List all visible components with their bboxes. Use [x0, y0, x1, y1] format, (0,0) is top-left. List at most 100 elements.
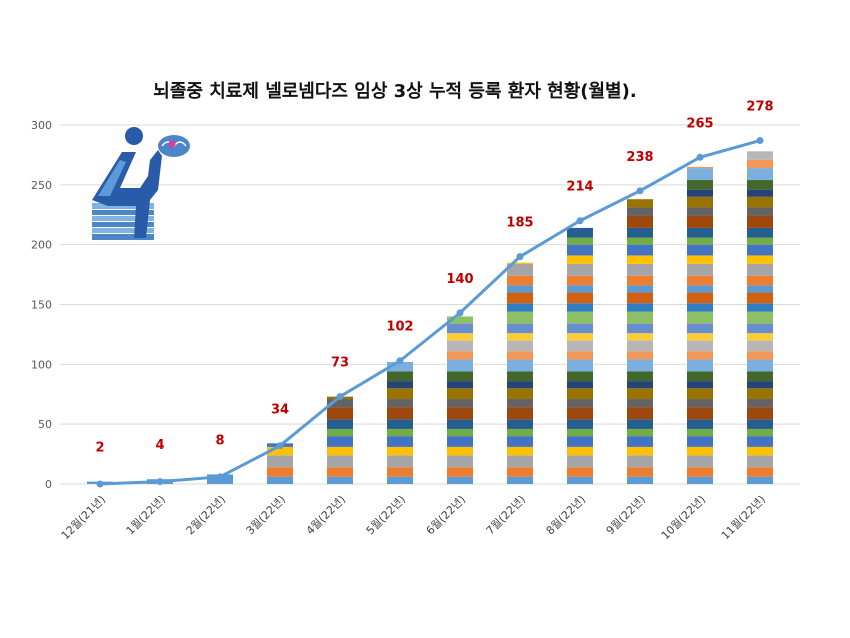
bar-segment [507, 311, 533, 324]
bar-segment [507, 467, 533, 477]
bar-segment [687, 189, 713, 197]
bar-segment [627, 407, 653, 420]
bar-segment [267, 476, 293, 484]
bar-segment [687, 407, 713, 420]
bar-segment [687, 476, 713, 484]
total-label: 140 [446, 272, 473, 287]
bar-segment [747, 244, 773, 256]
bar-segment [507, 292, 533, 304]
bar-segment [747, 340, 773, 352]
bar-segment [627, 227, 653, 238]
bar-segment [627, 285, 653, 293]
bar-segment [567, 381, 593, 389]
total-label: 185 [506, 216, 533, 231]
bar-segment [747, 168, 773, 181]
bar-segment [747, 407, 773, 420]
bar-segment [747, 237, 773, 245]
bar-segment [687, 467, 713, 477]
total-label: 278 [746, 100, 773, 115]
bar-segment [567, 263, 593, 276]
bar-segment [687, 166, 713, 169]
bar-segment [627, 215, 653, 228]
bar-segment [747, 371, 773, 382]
trend-point [336, 393, 344, 401]
total-label: 8 [215, 433, 224, 448]
x-tick-label: 6월(22년) [424, 493, 468, 537]
bar-segment [747, 215, 773, 228]
bar-segment [687, 303, 713, 312]
x-tick-label: 7월(22년) [484, 493, 528, 537]
bar-segment [627, 311, 653, 324]
bar-segment [447, 316, 473, 324]
bar-segment [687, 381, 713, 389]
bar-segment [507, 455, 533, 468]
bar-segment [627, 371, 653, 382]
bar-segment [627, 359, 653, 372]
bar-segment [687, 196, 713, 208]
bar-segment [627, 436, 653, 447]
bar-segment [687, 359, 713, 372]
bar-segment [687, 237, 713, 245]
bar-segment [507, 351, 533, 360]
gridlines [60, 124, 800, 485]
bar-segment [747, 255, 773, 264]
x-tick-label: 1월(22년) [124, 493, 168, 537]
bar-segment [327, 455, 353, 468]
bar-segment [687, 333, 713, 341]
bar-segment [447, 340, 473, 352]
bar-segment [567, 455, 593, 468]
y-tick-label: 200 [31, 239, 52, 252]
bar-segment [387, 428, 413, 437]
bar-segment [747, 263, 773, 276]
total-label: 2 [95, 441, 104, 456]
bar-segment [747, 323, 773, 334]
bar-segment [447, 446, 473, 456]
bar-segment [327, 399, 353, 408]
bar-segment [747, 476, 773, 484]
bar-segment [507, 285, 533, 293]
bar-segment [747, 359, 773, 372]
total-label: 265 [686, 116, 713, 131]
stacked-bars [87, 151, 773, 484]
bar-segment [567, 419, 593, 429]
bar-segment [627, 292, 653, 304]
bar-segment [567, 467, 593, 477]
bar-segment [687, 263, 713, 276]
bar-segment [687, 244, 713, 256]
bar-segment [387, 467, 413, 477]
trend-point [576, 217, 584, 225]
bar-segment [387, 388, 413, 400]
y-tick-label: 100 [31, 358, 52, 371]
bar-segment [507, 399, 533, 408]
total-label: 214 [566, 180, 593, 195]
bar-segment [507, 262, 533, 264]
x-tick-label: 5월(22년) [364, 493, 408, 537]
bar-segment [747, 446, 773, 456]
bar-segment [687, 371, 713, 382]
bar-segment [687, 419, 713, 429]
bar-segment [627, 351, 653, 360]
bar-segment [687, 399, 713, 408]
bar-segment [387, 381, 413, 389]
bar-segment [507, 381, 533, 389]
trend-point [156, 478, 164, 486]
bar-segment [507, 263, 533, 276]
bar-segment [567, 311, 593, 324]
total-label: 34 [271, 402, 289, 417]
bar-segment [747, 189, 773, 197]
bar-segment [507, 303, 533, 312]
bar-segment [567, 436, 593, 447]
bar-segment [747, 151, 773, 160]
bar-segment [567, 255, 593, 264]
bar-segment [507, 446, 533, 456]
bar-segment [747, 333, 773, 341]
bar-segment [687, 215, 713, 228]
x-tick-label: 2월(22년) [184, 493, 228, 537]
total-label: 102 [386, 320, 413, 335]
bar-segment [567, 292, 593, 304]
bar-segment [507, 371, 533, 382]
x-axis-ticks: 12월(21년) 1월(22년) 2월(22년) 3월(22년) 4월(22년) 5월(2… [59, 493, 768, 542]
bar-segment [747, 275, 773, 286]
bar-segment [507, 428, 533, 437]
bar-segment [447, 428, 473, 437]
